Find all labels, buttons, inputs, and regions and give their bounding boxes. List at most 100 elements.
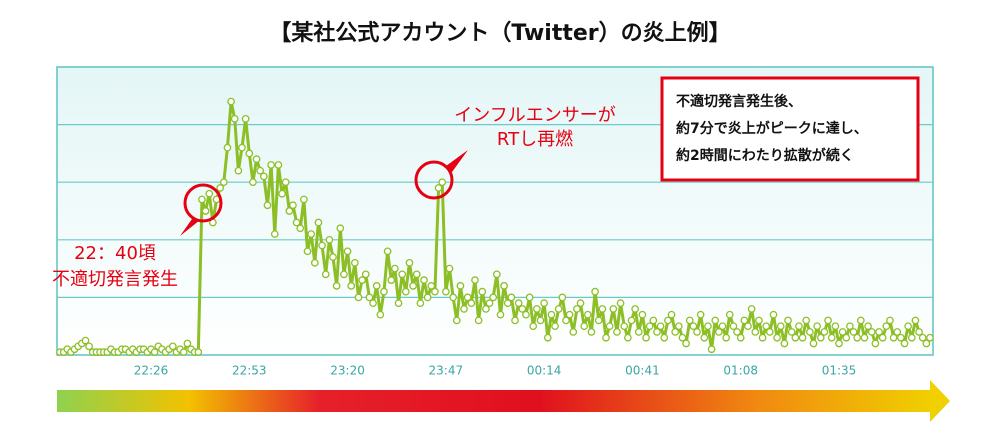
data-point <box>682 339 690 348</box>
data-point <box>533 305 541 313</box>
data-point <box>849 328 858 336</box>
data-point <box>409 282 417 290</box>
data-point <box>740 316 749 325</box>
data-point <box>150 348 159 356</box>
x-tick-label: 01:08 <box>723 364 758 378</box>
data-point <box>401 287 410 296</box>
data-point <box>907 333 916 342</box>
data-point <box>813 322 822 331</box>
data-point <box>496 310 505 319</box>
data-point <box>765 328 774 336</box>
data-point <box>616 299 625 308</box>
data-point <box>274 161 283 169</box>
data-point <box>227 97 235 106</box>
data-point <box>303 247 312 256</box>
data-point <box>518 305 527 313</box>
data-point <box>660 333 669 342</box>
data-point <box>613 328 621 336</box>
data-point <box>85 342 93 351</box>
data-point <box>329 253 337 261</box>
data-point <box>791 333 800 342</box>
callout-pointer <box>446 150 468 172</box>
data-point <box>638 310 647 319</box>
data-point <box>798 333 807 342</box>
data-point <box>511 316 519 325</box>
data-point <box>216 184 225 192</box>
data-point <box>551 322 559 331</box>
x-tick-label: 23:47 <box>429 364 464 378</box>
data-point <box>918 333 927 342</box>
data-point <box>365 293 374 302</box>
data-point <box>718 322 727 331</box>
data-point <box>762 322 771 331</box>
data-point <box>376 310 385 319</box>
data-point <box>485 299 494 308</box>
data-point <box>474 316 483 325</box>
data-point <box>580 322 589 331</box>
data-point <box>569 328 578 336</box>
data-point <box>627 316 636 325</box>
data-point <box>700 333 709 342</box>
data-point <box>238 143 246 152</box>
data-point <box>776 322 785 331</box>
data-point <box>183 339 192 348</box>
data-point <box>525 293 534 302</box>
data-point <box>733 328 741 336</box>
data-point <box>307 230 316 238</box>
heat-bar <box>57 390 933 412</box>
data-point <box>361 270 370 279</box>
data-point <box>689 322 698 331</box>
callout-pointer <box>180 219 200 236</box>
data-point <box>736 333 745 342</box>
data-point <box>383 247 392 256</box>
data-point <box>369 299 377 308</box>
data-point <box>860 333 869 342</box>
data-point <box>500 282 508 290</box>
data-point <box>624 333 632 342</box>
data-point <box>310 258 319 267</box>
data-point <box>442 287 450 296</box>
data-point <box>926 333 934 342</box>
data-point <box>820 328 829 336</box>
data-point <box>846 322 854 331</box>
data-point <box>223 143 232 152</box>
data-point <box>893 328 902 336</box>
data-point <box>744 322 752 331</box>
data-point <box>725 310 734 319</box>
heat-arrow <box>930 380 950 422</box>
data-point <box>321 270 330 279</box>
data-point <box>492 270 501 279</box>
data-point <box>707 345 716 354</box>
data-point <box>270 230 279 238</box>
x-tick-label: 00:41 <box>625 364 660 378</box>
note-box <box>660 76 920 182</box>
data-point <box>314 218 323 227</box>
data-point <box>292 218 301 227</box>
data-point <box>602 333 610 342</box>
data-point <box>300 195 308 204</box>
data-point <box>256 166 265 175</box>
data-point <box>416 299 425 308</box>
data-point <box>543 333 552 342</box>
data-point <box>387 276 396 284</box>
data-point <box>529 322 538 331</box>
data-point <box>664 316 672 325</box>
data-point <box>827 333 836 342</box>
data-point <box>431 287 439 296</box>
data-point <box>864 322 872 331</box>
data-point <box>897 333 905 342</box>
x-tick-label: 23:20 <box>330 364 365 378</box>
data-point <box>536 316 545 325</box>
data-point <box>900 339 909 348</box>
data-point <box>809 339 818 348</box>
data-point <box>802 316 811 325</box>
data-point <box>562 316 570 325</box>
data-point <box>398 270 407 279</box>
data-point <box>351 258 359 267</box>
data-point <box>583 310 592 319</box>
data-point <box>467 299 476 308</box>
callout-circle <box>183 183 223 223</box>
data-point <box>806 328 814 336</box>
data-point <box>281 178 290 187</box>
